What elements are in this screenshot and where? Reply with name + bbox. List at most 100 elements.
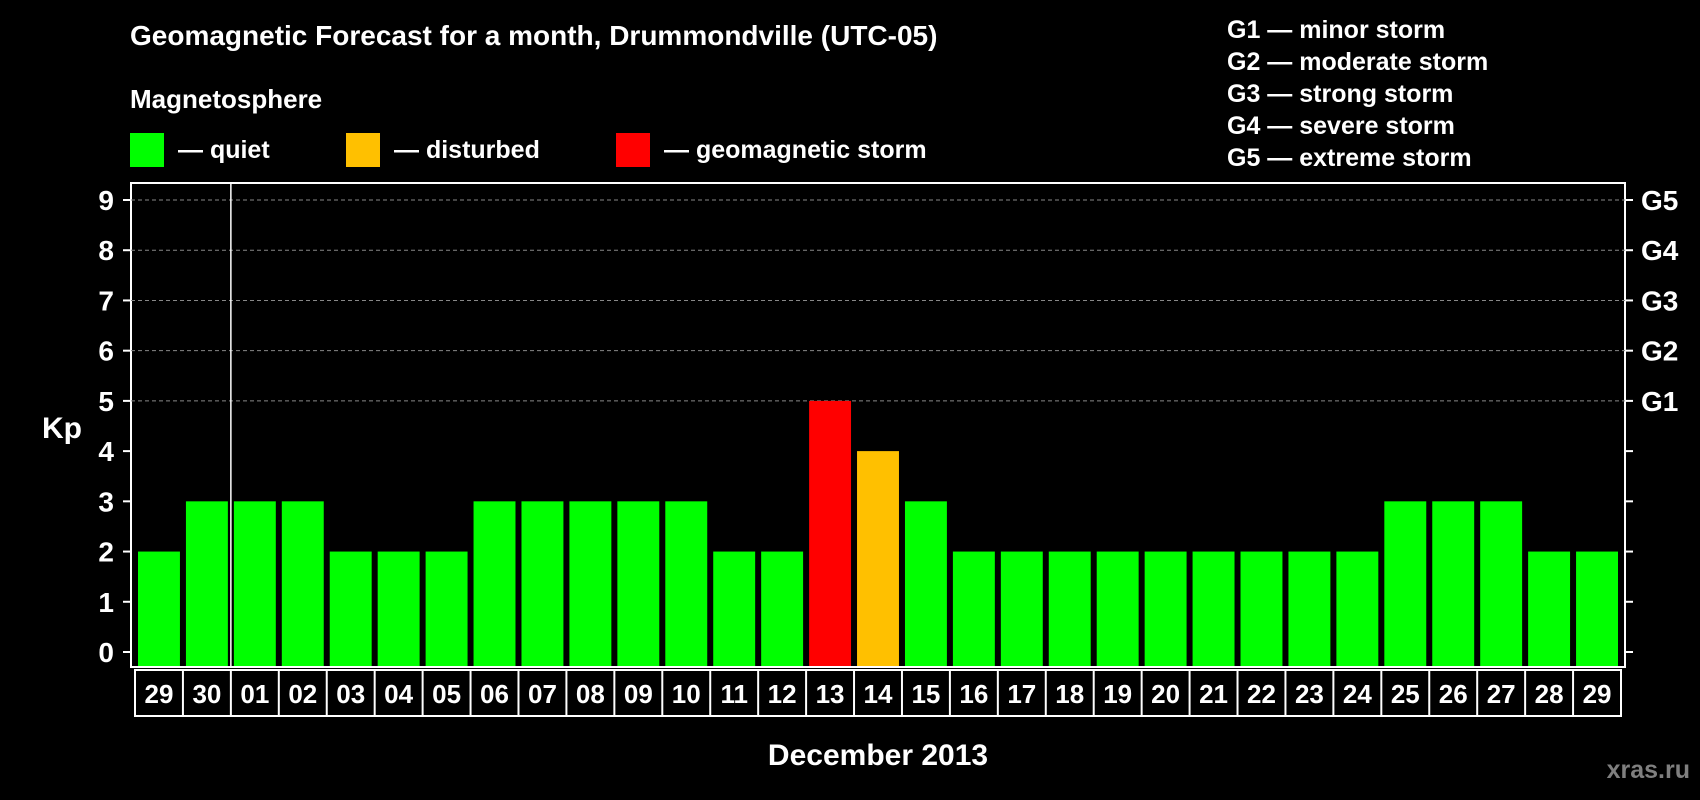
kp-bar xyxy=(1000,551,1043,666)
kp-bar xyxy=(1288,551,1331,666)
x-tick-label: 29 xyxy=(1583,679,1612,709)
kp-bar xyxy=(1432,501,1475,666)
kp-bar xyxy=(1096,551,1139,666)
kp-bar xyxy=(377,551,420,666)
kp-bar xyxy=(329,551,372,666)
legend-disturbed-swatch xyxy=(346,133,380,167)
x-tick-label: 18 xyxy=(1055,679,1084,709)
x-tick-label: 27 xyxy=(1487,679,1516,709)
y-tick-label: 0 xyxy=(98,637,114,668)
x-tick-label: 16 xyxy=(959,679,988,709)
kp-bar xyxy=(1336,551,1379,666)
kp-bar xyxy=(761,551,804,666)
x-tick-label: 12 xyxy=(768,679,797,709)
storm-scale-g3: G3 — strong storm xyxy=(1227,80,1454,108)
x-tick-label: 25 xyxy=(1391,679,1420,709)
kp-bar xyxy=(425,551,468,666)
storm-scale-g5: G5 — extreme storm xyxy=(1227,144,1472,172)
x-tick-label: 10 xyxy=(672,679,701,709)
x-tick-label: 02 xyxy=(288,679,317,709)
x-tick-label: 21 xyxy=(1199,679,1228,709)
kp-bar xyxy=(185,501,228,666)
storm-level-label: G5 xyxy=(1641,185,1678,216)
x-tick-label: 29 xyxy=(145,679,174,709)
kp-bar xyxy=(1528,551,1571,666)
kp-bar xyxy=(1384,501,1427,666)
y-tick-label: 9 xyxy=(98,185,114,216)
x-tick-label: 15 xyxy=(911,679,940,709)
kp-bar xyxy=(1480,501,1523,666)
x-tick-label: 28 xyxy=(1535,679,1564,709)
x-tick-label: 22 xyxy=(1247,679,1276,709)
y-tick-label: 7 xyxy=(98,285,114,316)
x-tick-label: 05 xyxy=(432,679,461,709)
legend-disturbed: — disturbed xyxy=(346,133,540,167)
x-tick-label: 06 xyxy=(480,679,509,709)
y-tick-label: 1 xyxy=(98,587,114,618)
legend-quiet-label: — quiet xyxy=(178,135,270,164)
x-tick-label: 09 xyxy=(624,679,653,709)
kp-bar xyxy=(569,501,612,666)
x-tick-label: 13 xyxy=(816,679,845,709)
y-tick-label: 4 xyxy=(98,436,114,467)
kp-bar xyxy=(1144,551,1187,666)
x-tick-label: 26 xyxy=(1439,679,1468,709)
kp-bar xyxy=(617,501,660,666)
x-tick-label: 24 xyxy=(1343,679,1372,709)
x-tick-label: 07 xyxy=(528,679,557,709)
storm-scale-g4: G4 — severe storm xyxy=(1227,112,1455,140)
x-tick-label: 11 xyxy=(720,679,748,709)
legend-disturbed-label: — disturbed xyxy=(394,135,540,164)
kp-bar xyxy=(281,501,324,666)
x-tick-label: 03 xyxy=(336,679,365,709)
y-tick-label: 5 xyxy=(98,386,114,417)
kp-bar xyxy=(904,501,947,666)
x-tick-label: 08 xyxy=(576,679,605,709)
kp-bar xyxy=(1048,551,1091,666)
date-row-frame xyxy=(134,669,1622,717)
storm-scale-g2: G2 — moderate storm xyxy=(1227,48,1489,76)
kp-bar xyxy=(1192,551,1235,666)
x-axis-label: December 2013 xyxy=(768,739,988,772)
y-tick-label: 8 xyxy=(98,235,114,266)
legend-storm-label: — geomagnetic storm xyxy=(664,135,927,164)
storm-level-label: G2 xyxy=(1641,336,1678,367)
storm-scale-g1: G1 — minor storm xyxy=(1227,16,1446,44)
y-tick-label: 3 xyxy=(98,486,114,517)
kp-bar xyxy=(713,551,756,666)
legend-quiet: — quiet xyxy=(130,133,270,167)
kp-bar xyxy=(857,451,899,666)
kp-bar xyxy=(138,551,180,666)
y-tick-label: 6 xyxy=(98,336,114,367)
legend-storm-swatch xyxy=(616,133,650,167)
storm-level-label: G4 xyxy=(1641,235,1679,266)
section-label: Magnetosphere xyxy=(130,84,323,114)
x-tick-label: 19 xyxy=(1103,679,1132,709)
kp-bar xyxy=(1240,551,1283,666)
plot-frame xyxy=(130,182,1626,668)
watermark: xras.ru xyxy=(1606,756,1690,784)
y-axis-label: Kp xyxy=(42,412,82,445)
storm-level-label: G3 xyxy=(1641,285,1678,316)
storm-scale-legend: G1 — minor storm G2 — moderate storm G3 … xyxy=(1227,14,1488,174)
legend-storm: — geomagnetic storm xyxy=(616,133,927,167)
kp-bar xyxy=(521,501,564,666)
chart-title: Geomagnetic Forecast for a month, Drummo… xyxy=(130,20,938,51)
kp-bar xyxy=(233,501,276,666)
storm-level-label: G1 xyxy=(1641,386,1678,417)
kp-bar xyxy=(809,400,852,666)
x-tick-label: 17 xyxy=(1007,679,1036,709)
x-tick-label: 20 xyxy=(1151,679,1180,709)
x-tick-label: 14 xyxy=(864,679,893,709)
kp-bar xyxy=(952,551,995,666)
legend-quiet-swatch xyxy=(130,133,164,167)
kp-bar xyxy=(473,501,516,666)
x-tick-label: 04 xyxy=(384,679,413,709)
x-tick-label: 30 xyxy=(192,679,221,709)
x-tick-label: 01 xyxy=(240,679,269,709)
kp-bar xyxy=(1576,551,1618,666)
x-tick-label: 23 xyxy=(1295,679,1324,709)
kp-bar xyxy=(665,501,708,666)
y-tick-label: 2 xyxy=(98,537,114,568)
